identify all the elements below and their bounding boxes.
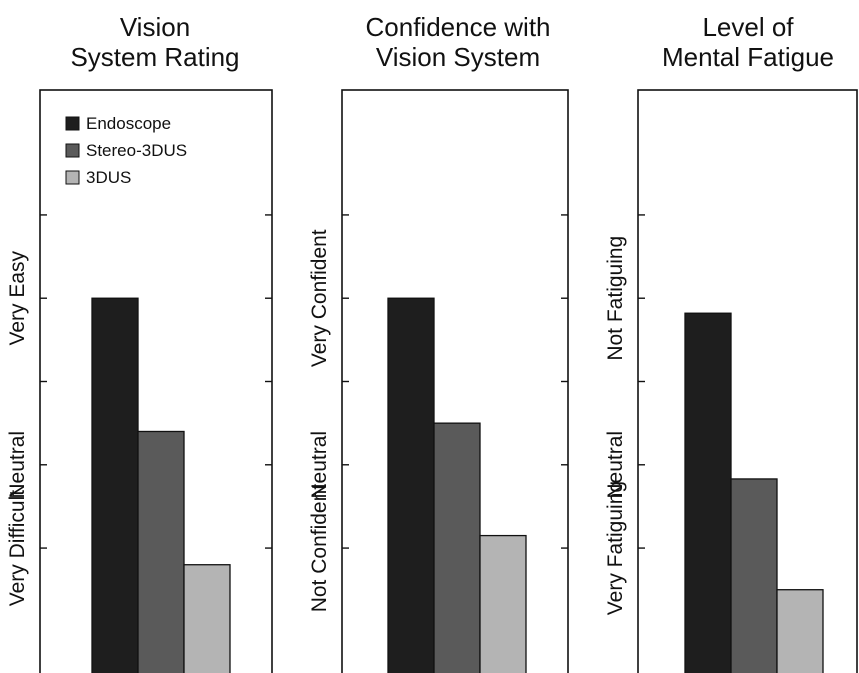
panel-title-line: Vision System xyxy=(376,42,540,72)
legend-label: 3DUS xyxy=(86,168,131,187)
y-axis-label: Very Fatiguing xyxy=(604,481,627,615)
y-axis-label: Not Fatiguing xyxy=(604,236,627,361)
panel-title-line: Confidence with xyxy=(366,12,551,42)
bar-3dus xyxy=(479,534,527,673)
legend-label: Endoscope xyxy=(86,114,171,133)
legend: Endoscope Stereo-3DUS 3DUS xyxy=(65,114,187,187)
y-axis-label: Neutral xyxy=(308,431,331,499)
legend-swatch xyxy=(65,116,80,131)
legend-swatch xyxy=(65,143,80,158)
y-axis-label: Neutral xyxy=(604,431,627,499)
y-axis-label: Very Difficult xyxy=(6,490,29,606)
panel-title-line: Vision xyxy=(120,12,190,42)
bar-endoscope xyxy=(387,297,435,673)
bar-stereo-3dus xyxy=(433,422,481,673)
y-axis-label: Neutral xyxy=(6,431,29,499)
legend-label: Stereo-3DUS xyxy=(86,141,187,160)
bar-stereo-3dus xyxy=(137,430,185,673)
panel-title-line: System Rating xyxy=(70,42,239,72)
panel-title-line: Mental Fatigue xyxy=(662,42,834,72)
y-axis-label: Not Confident xyxy=(308,484,331,613)
panel-title-line: Level of xyxy=(702,12,794,42)
bar-3dus xyxy=(776,589,824,673)
bar-endoscope xyxy=(91,297,139,673)
y-axis-label: Very Confident xyxy=(308,229,331,367)
bar-stereo-3dus xyxy=(730,478,778,673)
legend-swatch xyxy=(65,170,80,185)
bar-endoscope xyxy=(684,312,732,673)
y-axis-label: Very Easy xyxy=(6,250,29,345)
bar-3dus xyxy=(183,564,231,673)
